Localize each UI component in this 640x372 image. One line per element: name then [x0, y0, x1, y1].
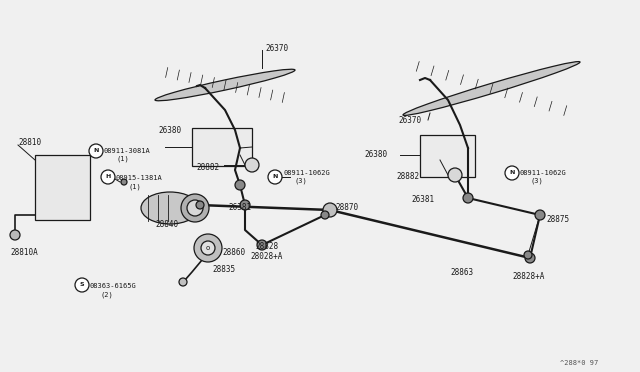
Ellipse shape [403, 62, 580, 115]
Circle shape [10, 230, 20, 240]
Text: 28810: 28810 [18, 138, 41, 147]
Text: 26381: 26381 [412, 195, 435, 204]
Text: H: H [106, 174, 111, 180]
Text: 28870: 28870 [335, 203, 358, 212]
Circle shape [448, 168, 462, 182]
Text: 28828+A: 28828+A [512, 272, 545, 281]
Text: 28835: 28835 [212, 265, 235, 274]
Text: 28863: 28863 [450, 268, 473, 277]
Text: (2): (2) [100, 291, 113, 298]
Text: 28810A: 28810A [10, 248, 38, 257]
Bar [35, 155, 90, 220]
Text: S: S [80, 282, 84, 288]
Text: 08911-1062G: 08911-1062G [520, 170, 567, 176]
Circle shape [194, 234, 222, 262]
Circle shape [240, 200, 250, 210]
Circle shape [323, 203, 337, 217]
Circle shape [245, 158, 259, 172]
Circle shape [325, 205, 335, 215]
Text: (3): (3) [530, 178, 543, 185]
Text: 28840: 28840 [155, 220, 178, 229]
Circle shape [101, 170, 115, 184]
Text: 26380: 26380 [158, 126, 181, 135]
Text: ^288*0 97: ^288*0 97 [560, 360, 598, 366]
Circle shape [505, 166, 519, 180]
Text: 26381: 26381 [228, 203, 251, 212]
Circle shape [321, 211, 329, 219]
Text: 08911-3081A: 08911-3081A [104, 148, 151, 154]
Bar [420, 135, 475, 177]
Text: 08911-1062G: 08911-1062G [284, 170, 331, 176]
Circle shape [525, 253, 535, 263]
Circle shape [181, 194, 209, 222]
Text: 08363-6165G: 08363-6165G [90, 283, 137, 289]
Text: 28882: 28882 [397, 172, 420, 181]
Circle shape [201, 241, 215, 255]
Bar [192, 128, 252, 166]
Text: 28882: 28882 [197, 163, 220, 172]
Circle shape [257, 240, 267, 250]
Circle shape [75, 278, 89, 292]
Text: 28860: 28860 [222, 248, 245, 257]
Text: o: o [206, 245, 210, 251]
Circle shape [187, 200, 203, 216]
Circle shape [89, 144, 103, 158]
Text: N: N [272, 174, 278, 180]
Circle shape [535, 210, 545, 220]
Circle shape [524, 251, 532, 259]
Circle shape [235, 180, 245, 190]
Circle shape [179, 278, 187, 286]
Text: N: N [509, 170, 515, 176]
Circle shape [463, 193, 473, 203]
Circle shape [268, 170, 282, 184]
Ellipse shape [155, 69, 295, 101]
Text: 28028+A: 28028+A [250, 252, 282, 261]
Text: (3): (3) [295, 178, 308, 185]
Circle shape [121, 179, 127, 185]
Text: 26370: 26370 [398, 116, 421, 125]
Text: (1): (1) [116, 156, 129, 163]
Circle shape [196, 201, 204, 209]
Text: 26370: 26370 [265, 44, 288, 53]
Ellipse shape [141, 192, 199, 224]
Text: 28828: 28828 [255, 242, 278, 251]
Text: 26380: 26380 [365, 150, 388, 159]
Text: 08915-1381A: 08915-1381A [116, 175, 163, 181]
Text: 28875: 28875 [546, 215, 569, 224]
Text: N: N [93, 148, 99, 154]
Text: (1): (1) [128, 183, 141, 189]
